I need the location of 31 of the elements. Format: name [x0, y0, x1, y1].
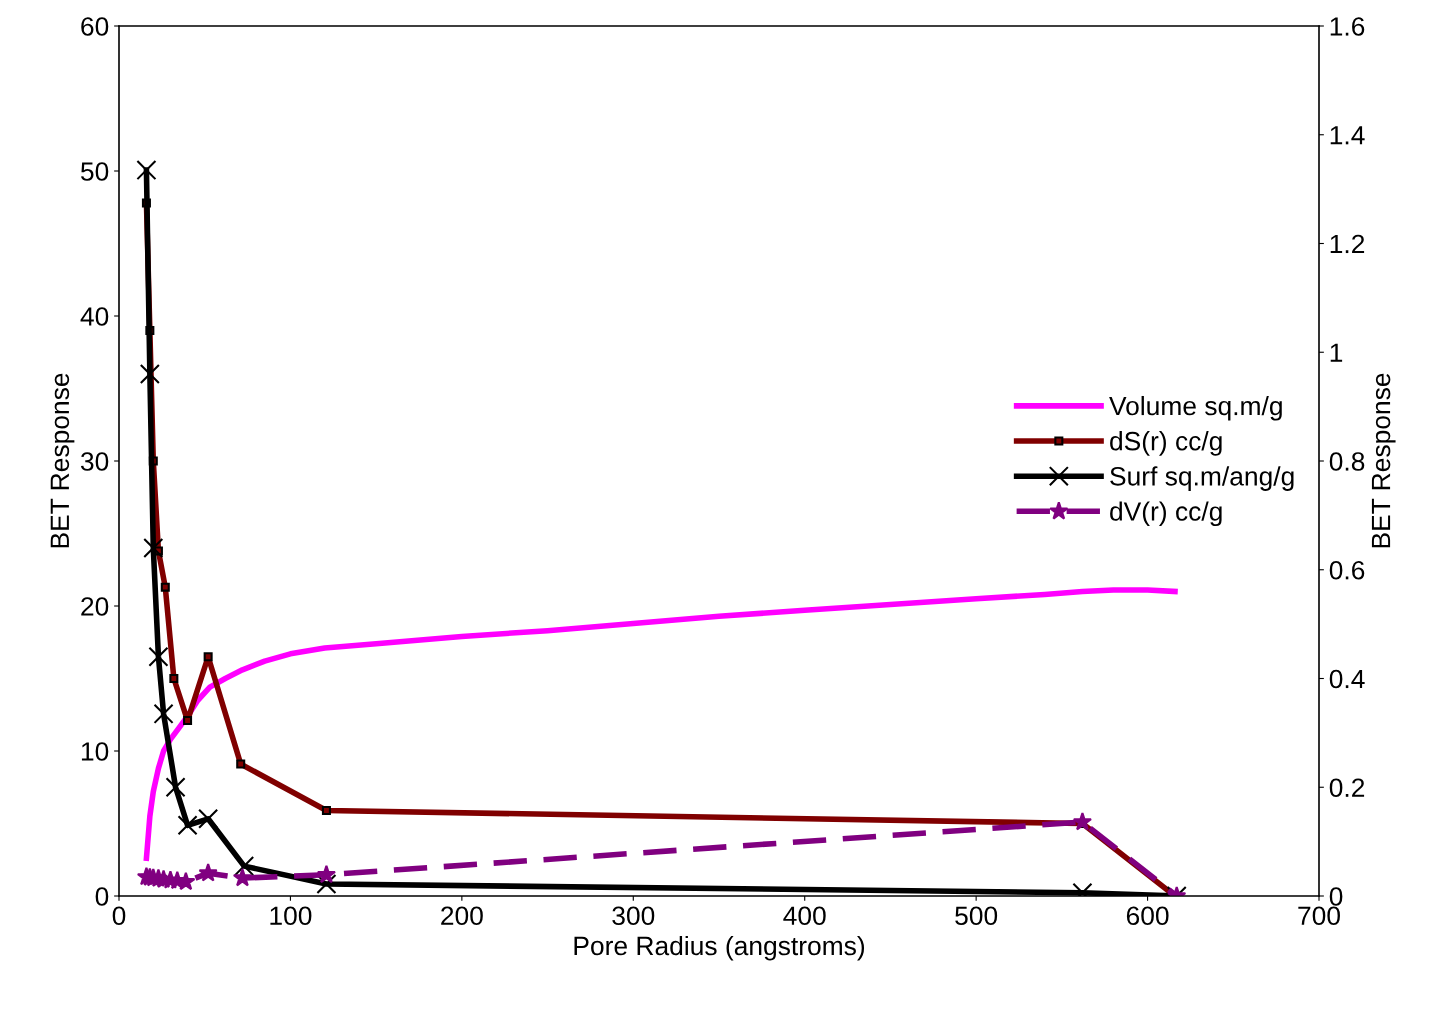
y2-tick-label: 1	[1330, 343, 1343, 362]
x-tick-label: 500	[955, 906, 998, 926]
x-tick-label: 700	[1298, 906, 1340, 926]
y-tick-label: 50	[80, 162, 109, 181]
x-tick-label: 200	[441, 906, 483, 926]
y2-tick-label: 1.2	[1330, 234, 1365, 254]
x-tick-label: 300	[612, 906, 655, 926]
y-axis-title: BET Response	[50, 373, 75, 548]
x-tick-label: 0	[112, 906, 126, 926]
y-tick-label: 60	[81, 17, 109, 36]
legend-label: Surf sq.m/ang/g	[1110, 466, 1294, 491]
y2-tick-label: 0	[1329, 887, 1343, 906]
y-tick-label: 30	[80, 452, 109, 471]
y2-tick-label: 0.4	[1329, 669, 1365, 689]
y-tick-label: 20	[81, 597, 109, 616]
y2-tick-label: 1.6	[1330, 17, 1365, 36]
y-tick-label: 0	[95, 887, 109, 906]
y-tick-label: 40	[80, 307, 109, 326]
y-tick-label: 10	[81, 742, 109, 761]
x-tick-label: 400	[783, 906, 826, 926]
y2-tick-label: 1.4	[1330, 126, 1365, 145]
y2-tick-label: 0.6	[1329, 560, 1365, 580]
y2-tick-label: 0.2	[1329, 778, 1365, 798]
x-axis-title: Pore Radius (angstroms)	[574, 935, 865, 961]
x-tick-label: 600	[1126, 906, 1169, 926]
y2-axis-title: BET Response	[1371, 373, 1396, 548]
legend-label: dV(r) cc/g	[1110, 501, 1222, 527]
legend-label: dS(r) cc/g	[1110, 431, 1222, 456]
y2-tick-label: 0.8	[1329, 452, 1365, 471]
x-tick-label: 100	[270, 906, 312, 926]
legend-label: Volume sq.m/g	[1109, 395, 1282, 421]
